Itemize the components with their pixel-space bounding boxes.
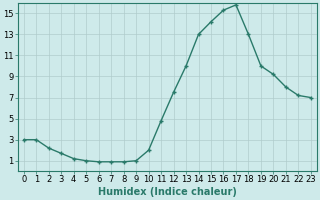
X-axis label: Humidex (Indice chaleur): Humidex (Indice chaleur): [98, 187, 237, 197]
